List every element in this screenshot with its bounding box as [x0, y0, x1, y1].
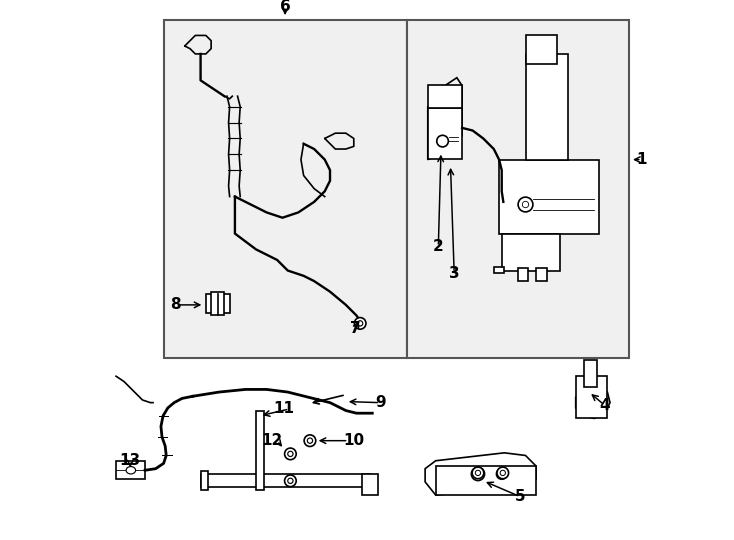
Text: 3: 3 — [449, 266, 459, 281]
Ellipse shape — [476, 470, 481, 476]
Text: 8: 8 — [170, 298, 181, 312]
Text: 4: 4 — [600, 398, 610, 413]
Ellipse shape — [126, 467, 136, 474]
Text: 6: 6 — [280, 0, 291, 14]
Bar — [526, 54, 568, 160]
Ellipse shape — [523, 201, 528, 208]
Bar — [256, 410, 264, 490]
Text: 7: 7 — [350, 321, 360, 336]
Text: 1: 1 — [636, 152, 647, 167]
Ellipse shape — [437, 136, 448, 147]
Bar — [164, 19, 407, 357]
Bar — [206, 294, 230, 313]
Bar — [428, 109, 462, 159]
Text: 9: 9 — [375, 395, 385, 410]
Ellipse shape — [357, 321, 363, 326]
Polygon shape — [436, 466, 536, 495]
Text: 10: 10 — [344, 433, 364, 448]
Bar — [584, 360, 597, 387]
Ellipse shape — [518, 197, 533, 212]
Bar — [502, 234, 560, 271]
Bar — [211, 292, 225, 315]
Bar — [499, 160, 600, 234]
Ellipse shape — [288, 478, 293, 483]
Ellipse shape — [496, 469, 507, 479]
Ellipse shape — [285, 475, 297, 487]
Bar — [536, 268, 547, 281]
Ellipse shape — [304, 435, 316, 447]
Text: 2: 2 — [433, 239, 443, 254]
Ellipse shape — [288, 451, 293, 456]
Bar — [407, 19, 628, 357]
Ellipse shape — [285, 448, 297, 460]
Bar — [200, 474, 370, 487]
Text: 5: 5 — [515, 489, 526, 504]
Bar — [517, 268, 528, 281]
Bar — [116, 461, 145, 479]
Ellipse shape — [472, 467, 484, 479]
Bar — [575, 376, 608, 419]
Bar — [200, 471, 208, 490]
Text: 13: 13 — [120, 453, 141, 468]
Bar — [362, 474, 377, 495]
Bar — [428, 85, 462, 109]
Ellipse shape — [497, 467, 509, 479]
Ellipse shape — [500, 470, 506, 476]
Ellipse shape — [355, 318, 366, 329]
Text: 11: 11 — [274, 401, 294, 416]
Ellipse shape — [471, 467, 484, 481]
Bar — [526, 36, 557, 64]
Bar — [494, 267, 504, 273]
Text: 12: 12 — [261, 433, 283, 448]
Ellipse shape — [308, 438, 313, 443]
